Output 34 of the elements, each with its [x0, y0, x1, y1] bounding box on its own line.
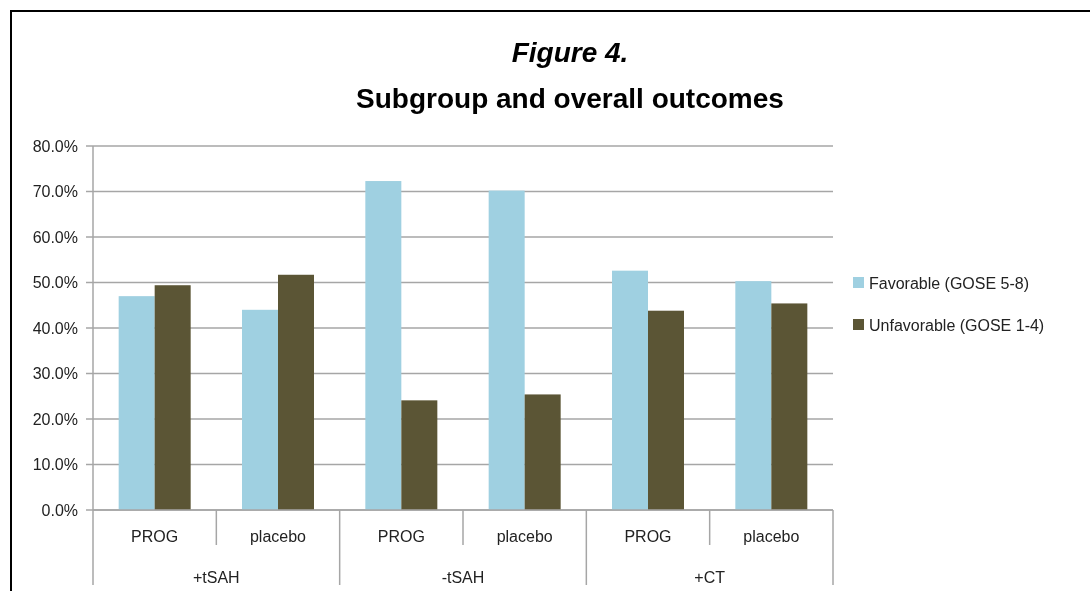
bar	[488, 190, 525, 510]
bar	[524, 394, 561, 510]
y-tick-label: 50.0%	[32, 274, 78, 292]
y-tick-label: 60.0%	[32, 228, 78, 246]
x-tick-label: PROG	[131, 527, 179, 545]
chart-subtitle: Subgroup and overall outcomes	[356, 83, 784, 114]
y-tick-label: 80.0%	[32, 137, 78, 155]
x-tick-label: placebo	[249, 527, 307, 545]
x-tick-label: PROG	[624, 527, 672, 545]
text: +tSAH	[192, 568, 240, 586]
bar	[612, 270, 648, 510]
y-tick-label: 0.0%	[41, 501, 78, 519]
y-tick-label: 30.0%	[32, 365, 78, 383]
bar	[365, 181, 402, 510]
y-tick-label: 40.0%	[32, 319, 78, 337]
bar	[648, 310, 684, 510]
bar	[278, 274, 314, 510]
bar	[118, 296, 155, 510]
bar	[401, 400, 438, 510]
chart-title: Figure 4.	[511, 37, 629, 68]
y-tick-label: 70.0%	[32, 183, 78, 201]
bar	[242, 309, 278, 510]
y-tick-label: 10.0%	[32, 456, 78, 474]
legend-label: Unfavorable (GOSE 1-4)	[869, 316, 1045, 334]
text: -tSAH	[441, 568, 485, 586]
text: +CT	[694, 568, 726, 586]
bar	[771, 303, 808, 510]
x-tick-label: placebo	[743, 527, 800, 545]
legend-label: Favorable (GOSE 5-8)	[869, 274, 1030, 292]
bar	[154, 285, 191, 510]
bar	[735, 281, 772, 510]
y-tick-label: 20.0%	[32, 410, 78, 428]
x-tick-label: placebo	[496, 527, 553, 545]
x-tick-label: PROG	[377, 527, 425, 545]
